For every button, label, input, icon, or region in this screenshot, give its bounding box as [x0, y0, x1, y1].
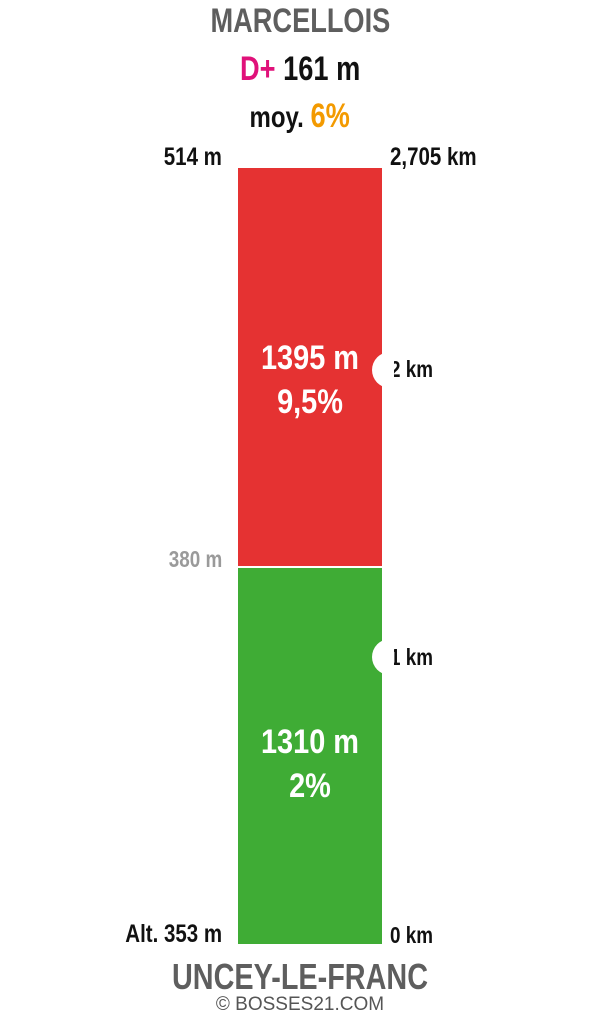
start-name: UNCEY-LE-FRANC — [172, 956, 428, 997]
segment-upper-info: 1395 m 9,5% — [238, 336, 382, 424]
average-value: 6% — [310, 97, 351, 135]
segment-lower — [238, 567, 382, 944]
altitude-bottom-label: Alt. 353 m — [125, 920, 222, 948]
altitude-middle-label: 380 m — [168, 546, 222, 572]
km-2-marker — [372, 352, 394, 388]
segment-lower-gradient: 2% — [289, 767, 331, 805]
segment-divider — [238, 566, 382, 568]
distance-0km-label: 0 km — [390, 922, 433, 948]
gain-value: 161 m — [282, 50, 361, 88]
summit-name: MARCELLOIS — [210, 2, 390, 40]
segment-upper — [238, 168, 382, 567]
distance-2km-label: 2 km — [390, 356, 433, 382]
segment-lower-length: 1310 m — [260, 723, 360, 761]
distance-top-label: 2,705 km — [390, 143, 477, 171]
segment-upper-gradient: 9,5% — [277, 383, 343, 421]
segment-lower-info: 1310 m 2% — [238, 720, 382, 808]
elevation-gain: D+ 161 m — [0, 50, 600, 89]
gain-label: D+ — [239, 50, 276, 88]
distance-1km-label: 1 km — [390, 644, 433, 670]
average-gradient: moy. 6% — [0, 97, 600, 136]
segment-upper-length: 1395 m — [260, 339, 360, 377]
km-1-marker — [372, 639, 394, 675]
copyright: © BOSSES21.COM — [215, 994, 385, 1015]
average-label: moy. — [249, 101, 305, 134]
altitude-top-label: 514 m — [163, 143, 222, 171]
